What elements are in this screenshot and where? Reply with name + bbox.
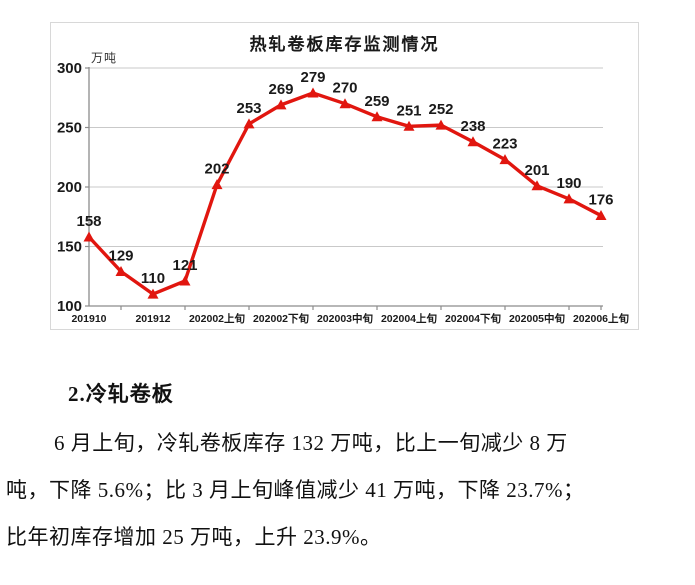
svg-text:190: 190: [556, 175, 581, 192]
svg-text:129: 129: [108, 247, 133, 264]
svg-text:252: 252: [428, 101, 453, 118]
chart-title: 热轧卷板库存监测情况: [249, 35, 440, 54]
paragraph-line: 比年初库存增加 25 万吨，上升 23.9%。: [6, 525, 382, 549]
svg-text:202: 202: [204, 161, 229, 178]
line-chart-svg: 100 150 200 250 300 201910 201912 202002上旬 20200…: [57, 60, 630, 325]
svg-text:158: 158: [76, 213, 101, 230]
svg-text:202003中旬: 202003中旬: [317, 312, 374, 325]
paragraph-line: 吨，下降 5.6%；比 3 月上旬峰值减少 41 万吨，下降 23.7%；: [6, 478, 585, 502]
svg-text:238: 238: [460, 118, 485, 135]
svg-text:200: 200: [57, 179, 82, 196]
svg-text:279: 279: [300, 69, 325, 86]
body-paragraph: 6 月上旬，冷轧卷板库存 132 万吨，比上一旬减少 8 万吨，下降 5.6%；…: [6, 420, 691, 561]
svg-text:121: 121: [172, 257, 197, 274]
svg-text:251: 251: [396, 102, 421, 119]
paragraph-line: 6 月上旬，冷轧卷板库存 132 万吨，比上一旬减少 8 万: [54, 431, 568, 455]
svg-text:223: 223: [492, 136, 517, 153]
svg-text:202005中旬: 202005中旬: [509, 312, 566, 325]
svg-text:300: 300: [57, 60, 82, 77]
svg-text:202006上旬: 202006上旬: [573, 312, 630, 325]
svg-text:202002上旬: 202002上旬: [189, 312, 246, 325]
svg-text:253: 253: [236, 100, 261, 117]
svg-text:100: 100: [57, 298, 82, 315]
svg-text:202004下旬: 202004下旬: [445, 312, 502, 325]
svg-text:259: 259: [364, 93, 389, 110]
svg-text:269: 269: [268, 81, 293, 98]
section-heading: 2.冷轧卷板: [68, 382, 174, 406]
svg-text:202002下旬: 202002下旬: [253, 312, 310, 325]
svg-text:176: 176: [588, 192, 613, 209]
svg-text:202004上旬: 202004上旬: [381, 312, 438, 325]
svg-text:110: 110: [141, 270, 165, 287]
chart-unit-label: 万吨: [91, 51, 118, 65]
svg-text:250: 250: [57, 120, 82, 137]
text-section: 2.冷轧卷板 6 月上旬，冷轧卷板库存 132 万吨，比上一旬减少 8 万吨，下…: [6, 378, 691, 561]
svg-text:201: 201: [524, 162, 549, 179]
chart-panel: 100 150 200 250 300 201910 201912 202002上旬 20200…: [50, 22, 639, 330]
svg-text:201912: 201912: [135, 313, 170, 325]
svg-text:150: 150: [57, 239, 82, 256]
svg-text:201910: 201910: [71, 313, 106, 325]
svg-text:270: 270: [332, 80, 357, 97]
